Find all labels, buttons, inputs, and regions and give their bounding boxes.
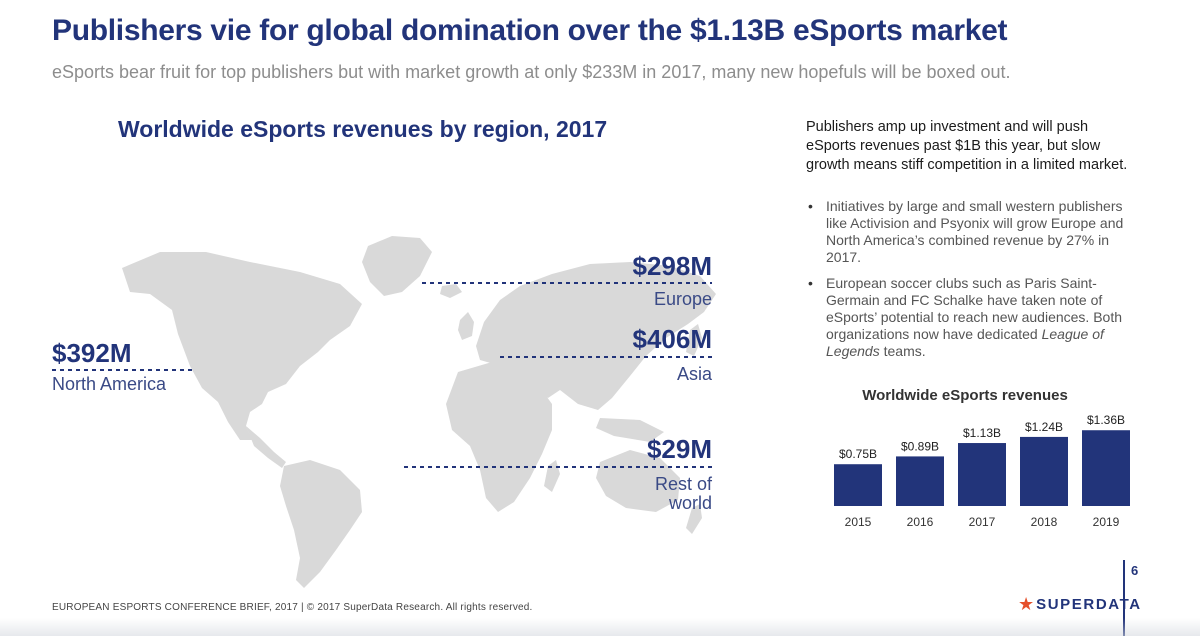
great-britain bbox=[458, 312, 474, 340]
new-zealand bbox=[686, 504, 702, 534]
revenue-chart-title: Worldwide eSports revenues bbox=[862, 387, 1068, 404]
region-name-asia: Asia bbox=[676, 364, 712, 384]
north-america-landmass bbox=[122, 252, 362, 440]
bottom-shade bbox=[0, 618, 1200, 636]
bullet-text: European soccer clubs such as Paris Sain… bbox=[826, 275, 1123, 342]
page-number: 6 bbox=[1131, 563, 1139, 578]
region-value-europe: $298M bbox=[632, 251, 713, 281]
page-title: Publishers vie for global domination ove… bbox=[52, 14, 1008, 47]
region-name-north-america: North America bbox=[52, 374, 167, 394]
madagascar bbox=[544, 460, 560, 492]
region-value-rest-of-world: $29M bbox=[646, 434, 712, 464]
bullet-emphasis: League of Legends bbox=[826, 326, 1104, 359]
world-map bbox=[52, 236, 716, 588]
x-tick-2019: 2019 bbox=[1093, 515, 1120, 529]
region-name-europe: Europe bbox=[653, 289, 712, 309]
data-label-2017: $1.13B bbox=[963, 426, 1001, 440]
leader-lines bbox=[52, 282, 712, 468]
iceland bbox=[440, 284, 462, 298]
bar-2017 bbox=[958, 443, 1006, 506]
x-tick-2018: 2018 bbox=[1031, 515, 1058, 529]
bar-2015 bbox=[834, 464, 882, 506]
data-label-2018: $1.24B bbox=[1025, 420, 1063, 434]
bullet-text: Initiatives by large and small western p… bbox=[826, 198, 1124, 265]
data-label-2016: $0.89B bbox=[901, 439, 939, 453]
bullet-text-end: teams. bbox=[879, 343, 926, 359]
greenland bbox=[362, 236, 432, 296]
africa bbox=[446, 362, 552, 512]
south-america bbox=[280, 460, 362, 588]
australia bbox=[596, 450, 680, 512]
x-tick-2015: 2015 bbox=[845, 515, 872, 529]
x-tick-2016: 2016 bbox=[907, 515, 934, 529]
map-title: Worldwide eSports revenues by region, 20… bbox=[118, 116, 608, 142]
page-subtitle: eSports bear fruit for top publishers bu… bbox=[52, 62, 1011, 82]
region-value-north-america: $392M bbox=[52, 338, 132, 368]
revenue-bar-chart: $0.75B 2015 $0.89B 2016 $1.13B 2017 $1.24B 2018… bbox=[834, 413, 1130, 529]
superdata-logo: ★ SUPERDATA bbox=[1018, 594, 1142, 615]
southeast-asia-islands bbox=[596, 418, 664, 442]
central-america bbox=[246, 426, 286, 468]
page-divider bbox=[1123, 560, 1125, 636]
region-name-rest-of-world: Rest of world bbox=[654, 474, 712, 513]
data-label-2019: $1.36B bbox=[1087, 413, 1125, 427]
bar-2016 bbox=[896, 456, 944, 506]
star-icon: ★ bbox=[1018, 594, 1035, 614]
footer-text: EUROPEAN ESPORTS CONFERENCE BRIEF, 2017 … bbox=[52, 602, 533, 613]
bar-2018 bbox=[1020, 436, 1068, 506]
commentary-intro: Publishers amp up investment and will pu… bbox=[806, 119, 1128, 173]
logo-text: SUPERDATA bbox=[1036, 596, 1142, 613]
commentary-bullets: Initiatives by large and small western p… bbox=[806, 198, 1146, 369]
bar-2019 bbox=[1082, 430, 1130, 506]
x-tick-2017: 2017 bbox=[969, 515, 996, 529]
commentary-bullet: Initiatives by large and small western p… bbox=[806, 198, 1146, 266]
data-label-2015: $0.75B bbox=[839, 447, 877, 461]
commentary-bullet: European soccer clubs such as Paris Sain… bbox=[806, 275, 1146, 360]
japan bbox=[686, 324, 702, 356]
eurasia-landmass bbox=[476, 262, 716, 410]
land-masses bbox=[122, 236, 716, 588]
region-value-asia: $406M bbox=[632, 324, 713, 354]
